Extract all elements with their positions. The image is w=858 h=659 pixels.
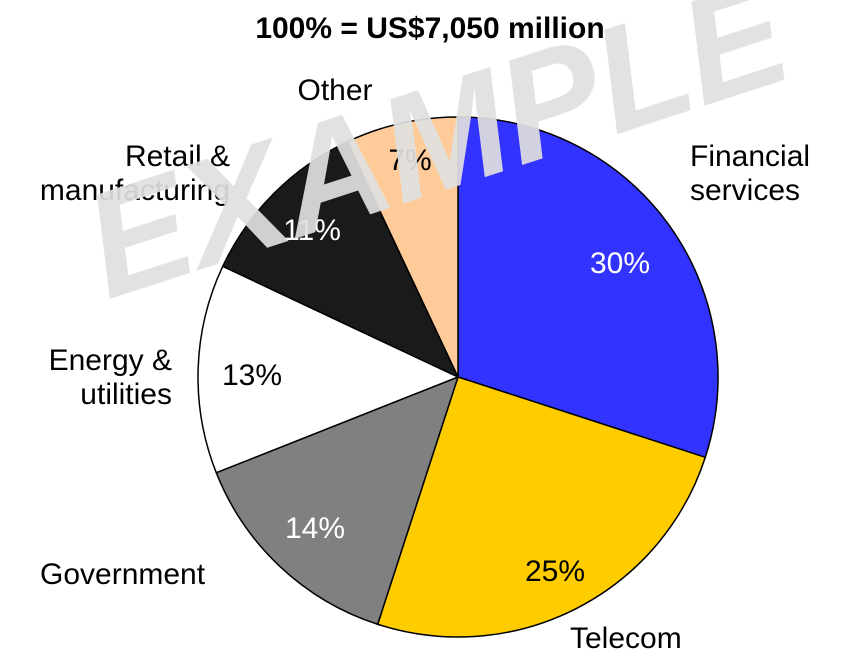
category-label: Telecom bbox=[570, 622, 682, 655]
category-label: Retail & manufacturing bbox=[39, 140, 230, 207]
value-label: 11% bbox=[283, 214, 341, 247]
pie-slice bbox=[457, 116, 719, 459]
pie-slice bbox=[197, 265, 460, 474]
value-label: 30% bbox=[590, 247, 650, 280]
pie-slice bbox=[376, 376, 707, 638]
category-label: Financial services bbox=[690, 140, 811, 207]
pie-slice bbox=[215, 375, 460, 626]
value-label: 7% bbox=[388, 144, 431, 177]
watermark: EXAMPLE bbox=[65, 0, 810, 330]
pie-slice bbox=[346, 116, 459, 378]
category-label: Government bbox=[40, 558, 206, 591]
value-label: 14% bbox=[285, 512, 345, 545]
category-label: Other bbox=[297, 74, 373, 107]
pie-slice bbox=[221, 140, 460, 379]
value-label: 25% bbox=[525, 555, 585, 588]
category-label: Energy & utilities bbox=[48, 344, 172, 411]
value-label: 13% bbox=[222, 359, 282, 392]
chart-title: 100% = US$7,050 million bbox=[255, 12, 604, 45]
